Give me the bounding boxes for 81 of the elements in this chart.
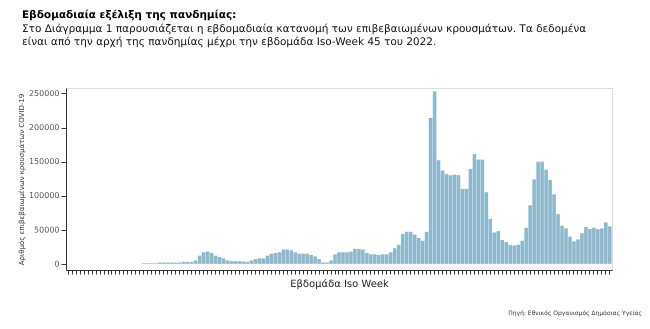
bar xyxy=(588,229,592,264)
bar xyxy=(349,252,353,264)
bar xyxy=(404,232,408,264)
bar xyxy=(377,255,381,264)
bar xyxy=(480,160,484,264)
bar xyxy=(357,248,361,264)
bar xyxy=(496,231,500,264)
bar xyxy=(254,259,258,264)
bar xyxy=(432,91,436,264)
bar xyxy=(258,258,262,264)
bar xyxy=(512,245,516,264)
bar xyxy=(412,234,416,264)
y-tick-label: 250000 xyxy=(28,88,60,98)
bar xyxy=(564,228,568,264)
bar xyxy=(508,244,512,264)
y-tick-label: 50000 xyxy=(34,225,60,234)
bar xyxy=(472,154,476,264)
bar xyxy=(230,261,234,264)
bar xyxy=(289,250,293,264)
bar xyxy=(293,252,297,264)
bar xyxy=(305,254,309,264)
chart-subtitle: Στο Διάγραμμα 1 παρουσιάζεται η εβδομαδιαία κατανομή των επιβεβαιωμένων κρουσμάτων. Τα δεδομένα είναι από την αρχή της πανδημίας μέχρι την εβδομάδα Iso-Week 45 του 2022. xyxy=(22,23,586,48)
bar xyxy=(369,254,373,264)
bar xyxy=(198,256,202,264)
bar xyxy=(361,250,365,264)
bar xyxy=(408,232,412,264)
bar xyxy=(270,254,274,264)
bar xyxy=(341,252,345,264)
bar xyxy=(214,256,218,264)
y-tick-label: 100000 xyxy=(28,191,60,200)
bar xyxy=(333,254,337,264)
bar xyxy=(250,260,254,264)
y-tick-label: 200000 xyxy=(28,123,60,132)
bar xyxy=(262,258,266,264)
bar xyxy=(297,254,301,264)
bar xyxy=(448,175,452,264)
bar xyxy=(365,252,369,264)
x-axis-title: Εβδομάδα Iso Week xyxy=(290,279,390,290)
bar xyxy=(273,252,278,264)
y-tick-label: 0 xyxy=(54,259,60,268)
bar xyxy=(604,222,608,264)
bar xyxy=(226,260,230,264)
bar xyxy=(277,252,282,264)
chart-title: Εβδομαδιαία εξέλιξη της πανδημίας: xyxy=(22,9,236,21)
bar xyxy=(206,252,210,264)
bar xyxy=(596,229,600,264)
bar xyxy=(452,174,456,264)
bar xyxy=(281,250,286,264)
bar xyxy=(536,162,540,264)
bar xyxy=(266,256,270,264)
bar xyxy=(285,250,290,264)
bar xyxy=(218,257,222,264)
bar xyxy=(337,252,341,264)
bar xyxy=(392,248,397,264)
bar xyxy=(309,255,313,264)
bar xyxy=(416,238,420,264)
bar xyxy=(400,234,405,264)
bar xyxy=(608,226,612,264)
bar xyxy=(242,261,246,264)
bar xyxy=(444,174,448,264)
y-tick-label: 150000 xyxy=(28,157,60,166)
bar xyxy=(373,254,377,264)
bar xyxy=(222,258,226,264)
bar xyxy=(353,248,357,264)
bar xyxy=(345,252,349,264)
bar xyxy=(516,244,520,264)
bar xyxy=(592,228,596,264)
bar xyxy=(202,252,206,264)
bar xyxy=(238,261,242,264)
bar xyxy=(540,162,544,264)
bar xyxy=(504,242,508,264)
bar xyxy=(313,256,317,264)
bar xyxy=(234,261,238,264)
bar xyxy=(456,175,460,264)
bar xyxy=(385,254,389,264)
bar xyxy=(381,254,385,264)
bar xyxy=(210,252,214,264)
bar xyxy=(317,259,321,264)
bar xyxy=(584,227,588,264)
bar xyxy=(301,254,305,264)
bar xyxy=(388,252,393,264)
